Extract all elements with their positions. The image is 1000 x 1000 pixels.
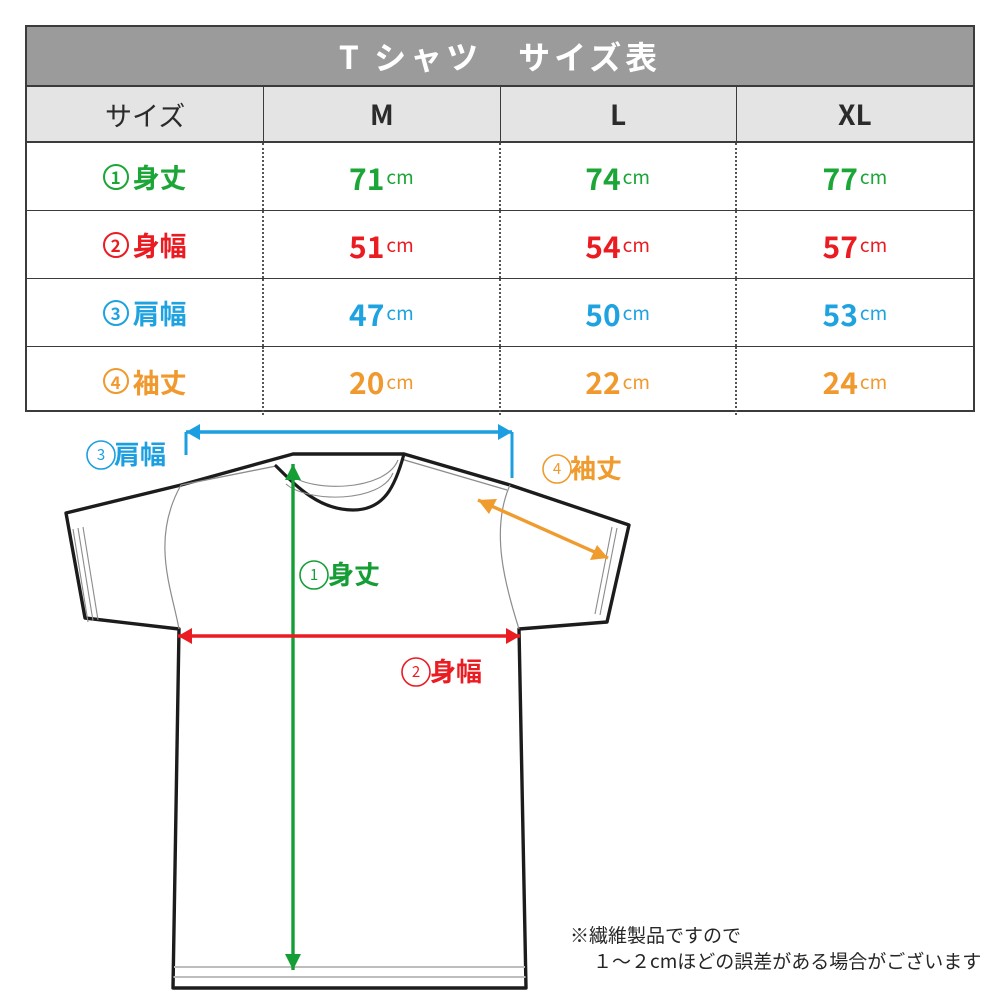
svg-text:身丈: 身丈 <box>328 555 380 592</box>
svg-text:１～２cmほどの誤差がある場合がございます: １～２cmほどの誤差がある場合がございます <box>593 947 981 974</box>
svg-text:肩幅: 肩幅 <box>114 435 166 472</box>
svg-text:4: 4 <box>553 458 561 479</box>
svg-text:2: 2 <box>412 661 420 682</box>
svg-text:3: 3 <box>97 444 105 465</box>
svg-text:※繊維製品ですので: ※繊維製品ですので <box>570 921 741 948</box>
svg-text:袖丈: 袖丈 <box>570 449 622 486</box>
svg-text:身幅: 身幅 <box>430 652 482 689</box>
svg-text:1: 1 <box>310 564 318 585</box>
